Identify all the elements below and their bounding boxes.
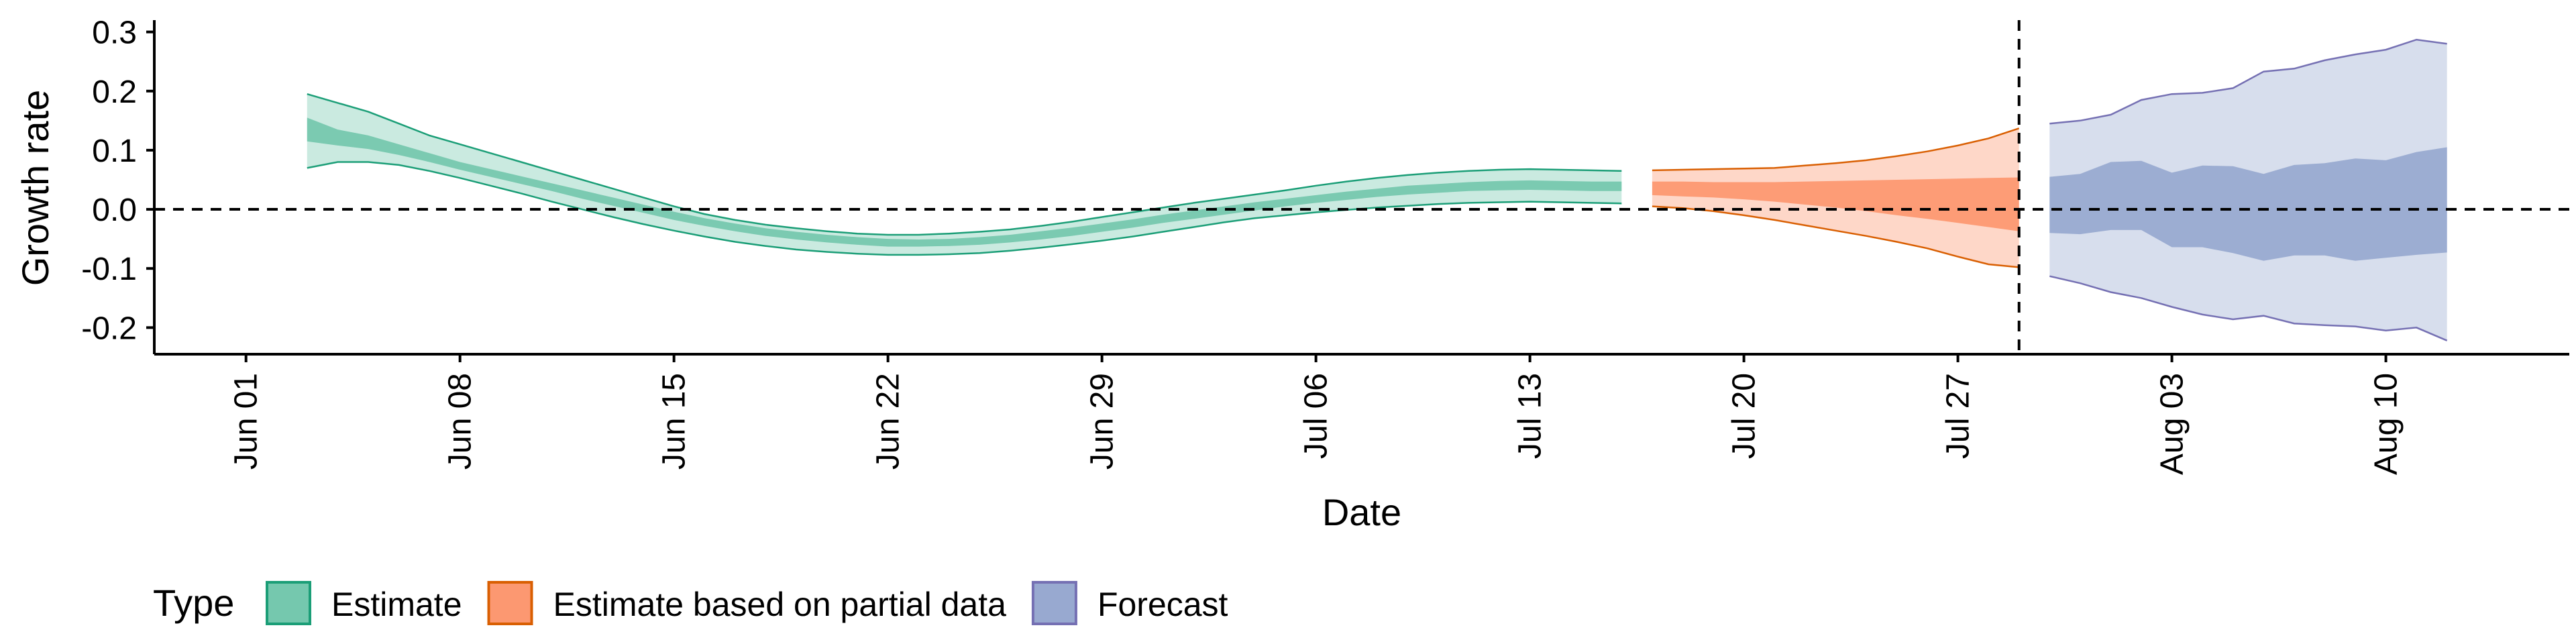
legend-key-1: [487, 581, 533, 625]
band-upper-edge-0: [307, 93, 1622, 236]
legend-label-0: Estimate: [331, 586, 462, 623]
y-tick-label: 0.1: [92, 133, 137, 169]
legend-label-2: Forecast: [1097, 586, 1228, 623]
band-50-1: [1652, 177, 2019, 231]
band-lower-edge-2: [2049, 275, 2448, 341]
y-axis-title: Growth rate: [14, 90, 56, 286]
y-tick-label: -0.2: [81, 311, 137, 346]
x-tick-label: Jul 27: [1941, 373, 1976, 459]
reference-lines: [154, 20, 2569, 354]
y-tick-label: -0.1: [81, 252, 137, 287]
y-axis-ticks: -0.2 -0.1 0.0 0.1 0.2 0.3: [81, 15, 154, 346]
legend-title: Type: [153, 582, 234, 624]
series-0: [307, 93, 1622, 256]
x-tick-label: Jun 08: [443, 373, 478, 470]
x-tick-label: Aug 10: [2369, 373, 2404, 475]
x-tick-label: Jul 20: [1727, 373, 1762, 459]
x-tick-label: Jul 06: [1299, 373, 1334, 459]
x-tick-label: Jun 15: [657, 373, 692, 470]
x-axis-title: Date: [1322, 491, 1401, 533]
series-2: [2049, 38, 2448, 341]
band-upper-edge-1: [1652, 127, 2020, 172]
x-tick-label: Aug 03: [2155, 373, 2190, 475]
y-tick-label: 0.3: [92, 15, 137, 51]
legend-key-0: [266, 581, 311, 625]
y-tick-label: 0.0: [92, 193, 137, 228]
x-tick-label: Jun 29: [1085, 373, 1120, 470]
axes: [153, 20, 2569, 356]
band-lower-edge-1: [1652, 205, 2019, 268]
legend-label-1: Estimate based on partial data: [553, 586, 1007, 623]
x-tick-label: Jun 01: [229, 373, 264, 470]
legend-key-2: [1031, 581, 1077, 625]
band-upper-edge-2: [2049, 38, 2447, 125]
series-layer: [307, 38, 2448, 341]
series-1: [1652, 127, 2020, 268]
x-axis-ticks: Jun 01 Jun 08 Jun 15 Jun 22 Jun 29 Jul 06 Jul …: [229, 354, 2404, 475]
band-lower-edge-0: [307, 161, 1622, 256]
legend: Type Estimate Estimate based on partial d…: [153, 581, 1228, 625]
x-tick-label: Jul 13: [1513, 373, 1548, 459]
y-tick-label: 0.2: [92, 74, 137, 110]
x-tick-label: Jun 22: [871, 373, 906, 470]
band-50-2: [2049, 147, 2447, 261]
band-90-0: [307, 94, 1622, 255]
